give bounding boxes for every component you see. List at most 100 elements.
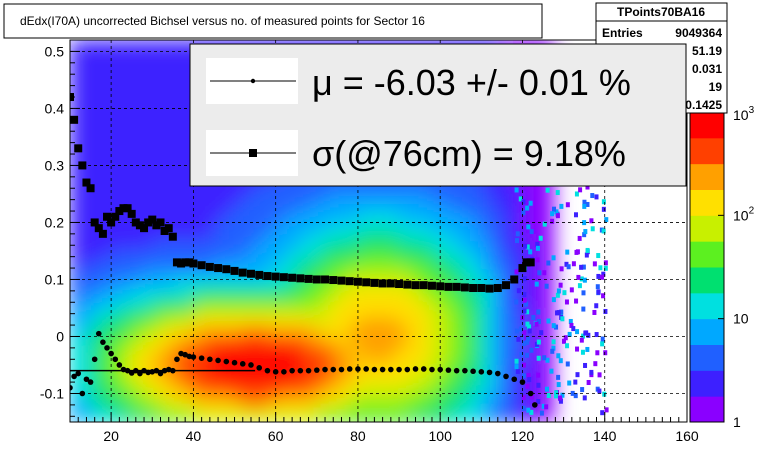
sparse-bin [596, 253, 601, 259]
heat-cell [306, 297, 318, 309]
sparse-bin [549, 368, 554, 374]
heat-cell [141, 269, 154, 280]
sparse-bin [526, 224, 531, 230]
heat-cell [111, 307, 123, 318]
heat-cell [141, 116, 154, 127]
y-tick-label: 0.1 [45, 271, 65, 287]
sparse-bin [551, 339, 556, 345]
mu-point [70, 384, 73, 391]
sparse-bin [556, 374, 561, 380]
heat-cell [347, 345, 359, 357]
sparse-bin [515, 231, 520, 237]
heat-cell [337, 269, 349, 280]
heat-cell [388, 259, 401, 271]
heat-cell [121, 240, 133, 252]
heat-cell [460, 231, 473, 242]
sparse-bin [530, 394, 535, 400]
x-tick-label: 160 [675, 428, 699, 444]
sparse-bin [522, 330, 527, 336]
heat-cell [193, 269, 205, 280]
heat-cell [471, 259, 483, 271]
heat-cell [183, 87, 195, 99]
heat-cell [399, 383, 411, 395]
heat-cell [285, 297, 298, 309]
heat-cell [512, 202, 524, 213]
heat-cell [70, 259, 82, 271]
heat-cell [543, 393, 555, 404]
heat-cell [275, 374, 287, 385]
heat-cell [255, 336, 267, 347]
heat-cell [172, 173, 185, 185]
heat-cell [285, 221, 298, 232]
sigma-point [181, 258, 190, 267]
heat-cell [409, 374, 421, 385]
mu-point [79, 390, 86, 397]
sparse-bin [539, 410, 544, 416]
sparse-bin [595, 284, 600, 290]
heat-cell [172, 336, 185, 347]
heat-cell [357, 374, 370, 385]
heat-cell [306, 326, 318, 338]
heat-cell [471, 192, 483, 204]
heat-cell [70, 383, 82, 395]
heat-cell [90, 288, 102, 299]
heat-cell [440, 316, 452, 328]
heat-cell [90, 250, 102, 261]
heat-cell [306, 240, 318, 252]
heat-cell [316, 202, 329, 213]
y-tick-label: 0.4 [45, 100, 65, 116]
heat-cell [532, 364, 545, 376]
heat-cell [543, 364, 555, 376]
heat-cell [193, 278, 205, 290]
palette-band [690, 137, 724, 165]
heat-cell [213, 307, 226, 318]
sigma-point [123, 204, 132, 213]
heat-cell [111, 269, 123, 280]
heat-cell [80, 97, 92, 108]
sigma-point [78, 161, 87, 170]
heat-cell [522, 355, 534, 366]
heat-cell [141, 49, 154, 61]
heat-cell [327, 183, 339, 194]
sparse-bin [582, 203, 587, 209]
heat-cell [224, 202, 236, 213]
heat-cell [543, 231, 555, 242]
heat-cell [316, 345, 329, 357]
sigma-point [427, 281, 436, 290]
heat-cell [460, 383, 473, 395]
heat-cell [481, 336, 493, 347]
heat-cell [203, 288, 215, 299]
sparse-bin [602, 391, 607, 397]
heat-cell [378, 202, 390, 213]
heat-cell [306, 278, 318, 290]
heat-cell [399, 231, 411, 242]
sigma-point [271, 272, 280, 281]
heat-cell [532, 259, 545, 271]
sparse-bin [574, 249, 579, 255]
heat-cell [501, 402, 514, 414]
heat-cell [285, 326, 298, 338]
sparse-bin [601, 228, 606, 234]
heat-cell [111, 240, 123, 252]
heat-cell [70, 412, 82, 422]
heat-cell [172, 412, 185, 422]
heat-cell [357, 393, 370, 404]
heat-cell [265, 336, 277, 347]
heat-cell [255, 183, 267, 194]
heat-cell [183, 250, 195, 261]
sparse-bin [575, 346, 580, 352]
heat-cell [141, 164, 154, 175]
heat-cell [471, 211, 483, 223]
heat-cell [409, 383, 421, 395]
sparse-bin [604, 407, 609, 413]
heat-cell [111, 78, 123, 89]
mu-point [145, 369, 151, 376]
heat-cell [522, 297, 534, 309]
heat-cell [162, 40, 174, 51]
heat-cell [203, 374, 215, 385]
heat-cell [141, 316, 154, 328]
heat-cell [80, 259, 92, 271]
heat-cell [296, 297, 308, 309]
sparse-bin [521, 199, 526, 205]
sparse-bin [592, 261, 597, 267]
